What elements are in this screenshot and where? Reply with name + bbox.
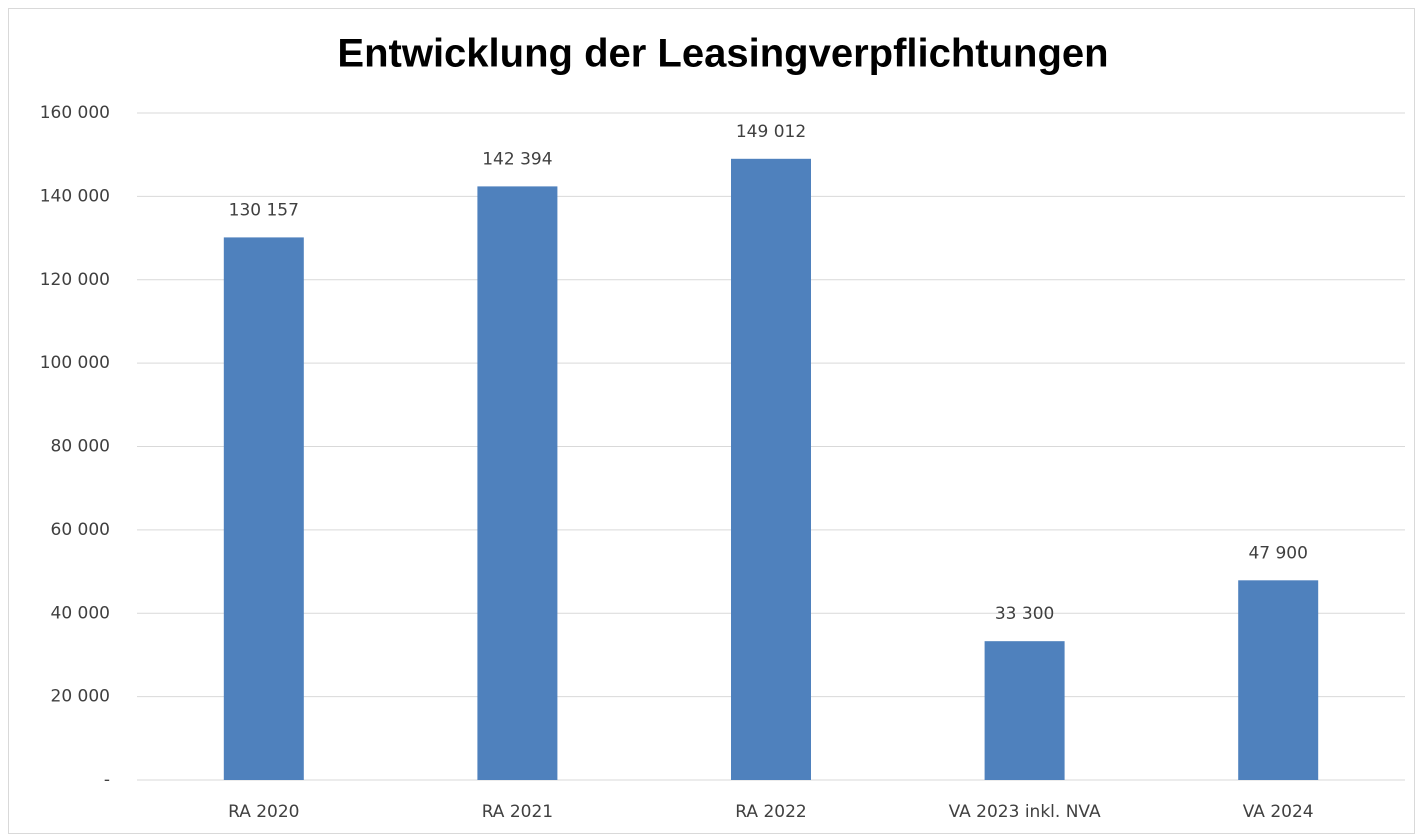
y-tick-label: 120 000 [40, 270, 110, 290]
y-tick-label: 20 000 [51, 687, 110, 707]
x-tick-label: RA 2020 [228, 802, 299, 822]
chart-title: Entwicklung der Leasingverpflichtungen [337, 32, 1108, 76]
bar [223, 237, 304, 780]
y-tick-label: 100 000 [40, 353, 110, 373]
value-label: 130 157 [229, 200, 299, 220]
x-tick-label: RA 2022 [735, 802, 806, 822]
value-label: 142 394 [482, 149, 552, 169]
chart-frame [8, 8, 1415, 834]
value-label: 149 012 [736, 122, 806, 142]
x-tick-label: RA 2021 [482, 802, 553, 822]
x-tick-label: VA 2024 [1243, 802, 1314, 822]
x-tick-label: VA 2023 inkl. NVA [949, 802, 1101, 822]
bar [477, 186, 558, 780]
value-label: 33 300 [995, 604, 1054, 624]
y-tick-label: 40 000 [51, 603, 110, 623]
y-tick-label: 160 000 [40, 103, 110, 123]
y-tick-label: 140 000 [40, 186, 110, 206]
y-tick-label: 80 000 [51, 437, 110, 457]
bar [984, 641, 1065, 780]
y-tick-label: 60 000 [51, 520, 110, 540]
bar [1238, 580, 1319, 780]
value-label: 47 900 [1248, 543, 1307, 563]
y-tick-label: - [104, 770, 110, 790]
bar [731, 158, 811, 781]
